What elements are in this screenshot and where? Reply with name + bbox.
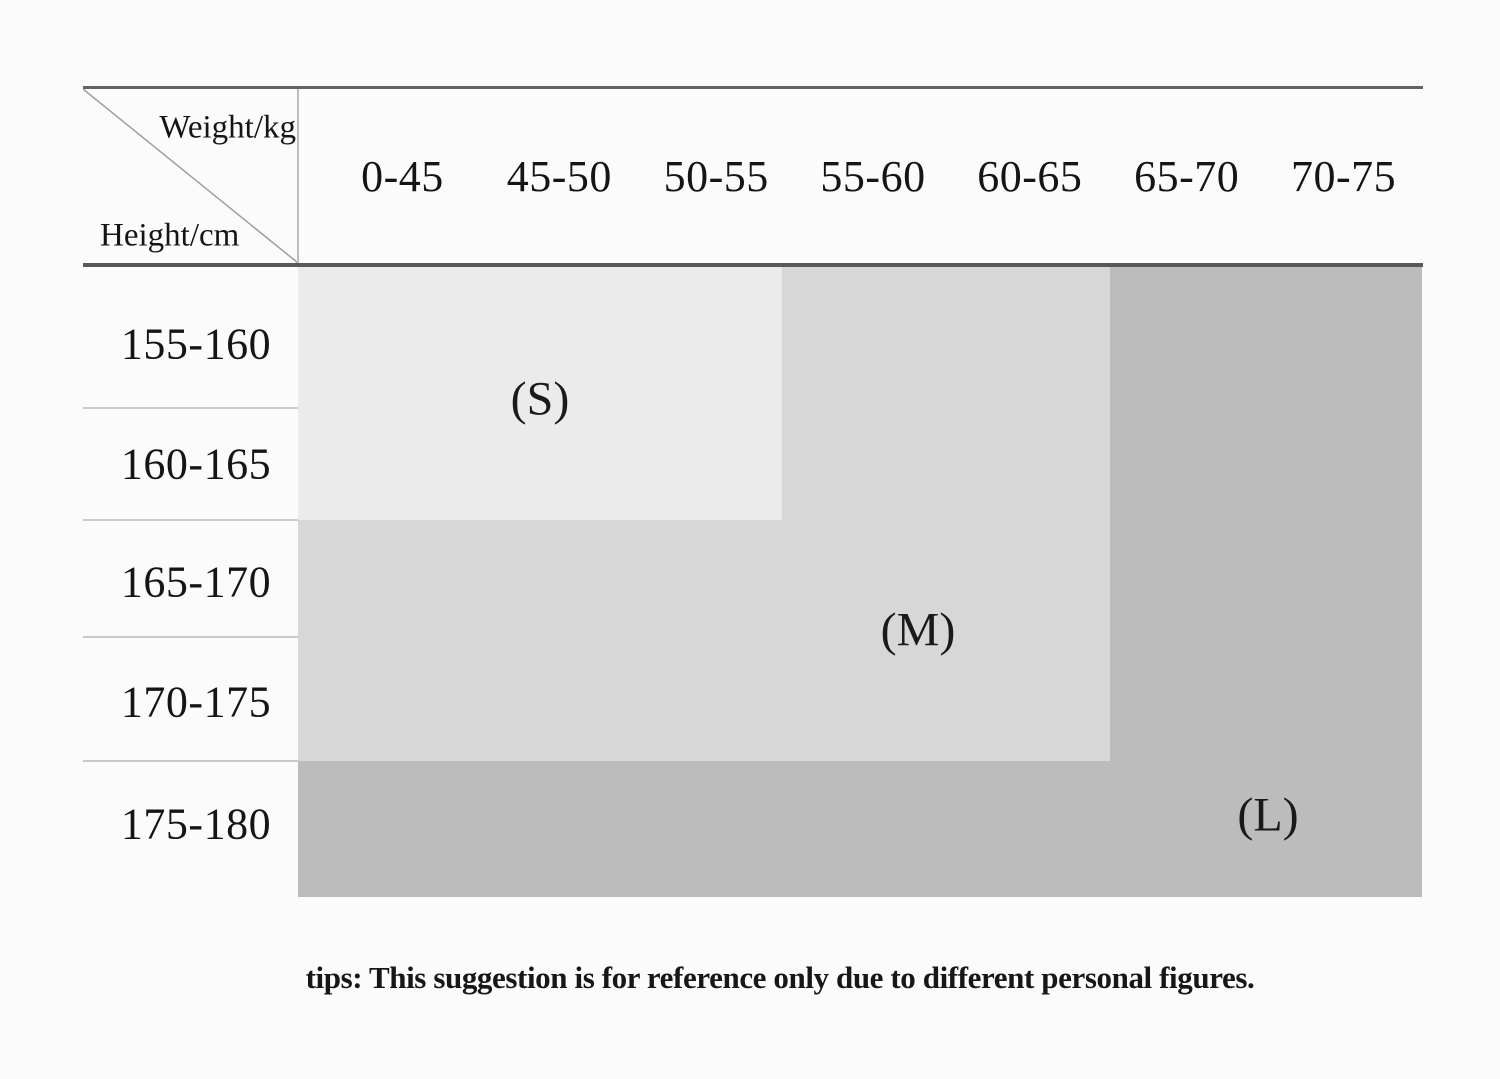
weight-header-row: 0-45 45-50 50-55 55-60 60-65 65-70 70-75 <box>298 89 1422 263</box>
weight-col-header: 45-50 <box>506 151 612 201</box>
height-row-header: 175-180 <box>120 799 272 849</box>
table-top-border <box>83 86 1423 89</box>
header-bottom-border <box>83 263 1423 267</box>
size-region-s <box>298 267 782 520</box>
height-axis-label: Height/cm <box>100 217 240 254</box>
weight-col-header: 50-55 <box>663 151 769 201</box>
row-separator <box>83 636 298 638</box>
row-separator <box>83 519 298 521</box>
weight-col-header: 65-70 <box>1134 151 1240 201</box>
weight-col-header: 55-60 <box>820 151 926 201</box>
header-divider-line <box>297 89 299 263</box>
row-separator <box>83 760 298 762</box>
height-row-header: 170-175 <box>120 677 272 727</box>
size-label-s: (S) <box>510 372 570 426</box>
height-row-header: 165-170 <box>120 557 272 607</box>
height-row-header: 155-160 <box>120 319 272 369</box>
weight-axis-label: Weight/kg <box>159 109 296 146</box>
size-label-l: (L) <box>1237 788 1299 842</box>
diagonal-divider <box>83 89 298 263</box>
height-row-header: 160-165 <box>120 439 272 489</box>
row-separator <box>83 407 298 409</box>
weight-col-header: 0-45 <box>361 151 444 201</box>
size-label-m: (M) <box>880 603 956 657</box>
corner-cell: Weight/kg Height/cm <box>83 89 298 263</box>
reference-tip-text: tips: This suggestion is for reference o… <box>305 960 1255 995</box>
weight-col-header: 60-65 <box>977 151 1083 201</box>
weight-col-header: 70-75 <box>1291 151 1397 201</box>
